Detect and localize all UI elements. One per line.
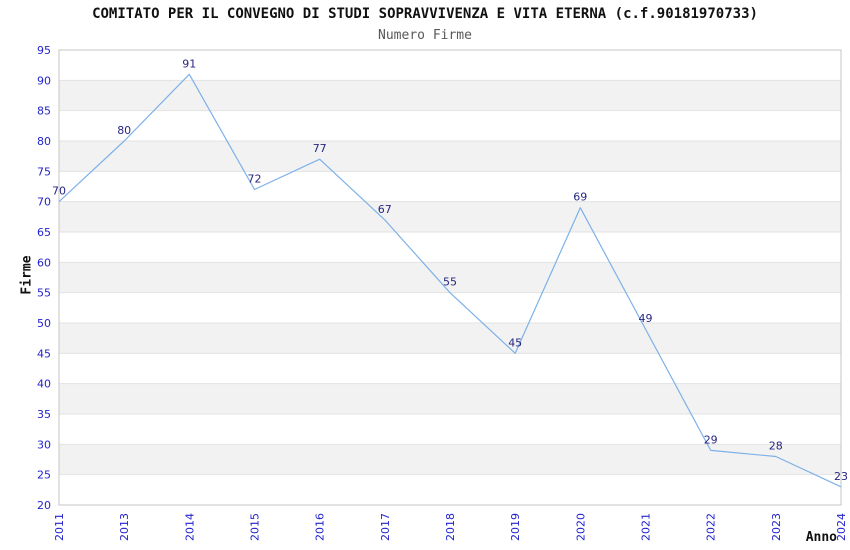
y-tick-label: 50 [37,317,51,330]
x-tick-labels: 2011 2013 2014 2015 2016 2017 2018 2019 2020 2021… [53,513,848,541]
point-value-labels: 70 80 91 72 77 67 55 45 69 49 29 28 23 [52,57,848,483]
point-value-label: 23 [834,470,848,483]
x-tick-label: 2015 [249,513,262,541]
data-series-line [58,73,842,488]
point-value-label: 45 [508,336,522,349]
y-tick-label: 80 [37,135,51,148]
chart-subtitle: Numero Firme [378,28,472,43]
point-value-label: 77 [313,142,327,155]
band [59,444,841,475]
x-tick-label: 2016 [314,513,327,541]
y-tick-label: 35 [37,408,51,421]
y-tick-label: 45 [37,347,51,360]
plot-border-rect [58,49,842,506]
point-value-label: 80 [117,124,131,137]
point-value-label: 69 [573,191,587,204]
x-tick-label: 2021 [640,513,653,541]
band [59,80,841,111]
band [59,141,841,172]
point-value-label: 91 [182,57,196,70]
y-tick-label: 30 [37,438,51,451]
y-tick-label: 75 [37,165,51,178]
y-tick-labels: 20 25 30 35 40 45 50 55 60 65 70 75 80 85 90 95 [37,44,51,512]
plot-border [58,49,842,506]
x-tick-label: 2011 [53,513,66,541]
x-tick-label: 2024 [835,513,848,541]
point-value-label: 49 [639,312,653,325]
y-tick-label: 40 [37,378,51,391]
series-numero-firme [58,73,842,488]
band [59,201,841,232]
x-tick-label: 2013 [118,513,131,541]
x-tick-label: 2023 [770,513,783,541]
point-value-label: 70 [52,185,66,198]
y-tick-label: 20 [37,499,51,512]
point-value-label: 67 [378,203,392,216]
y-tick-label: 55 [37,287,51,300]
point-value-label: 55 [443,276,457,289]
y-tick-label: 85 [37,105,51,118]
x-tick-label: 2022 [705,513,718,541]
horizontal-gridlines [59,79,841,476]
x-tick-label: 2018 [444,513,457,541]
y-tick-label: 90 [37,74,51,87]
y-tick-label: 65 [37,226,51,239]
x-tick-label: 2020 [574,513,587,541]
x-tick-label: 2014 [183,513,196,541]
point-value-label: 72 [248,173,262,186]
band [59,383,841,414]
gridline-bands [59,80,841,475]
y-tick-label: 70 [37,196,51,209]
band [59,323,841,354]
y-tick-label: 60 [37,256,51,269]
x-tick-label: 2019 [509,513,522,541]
x-axis-label: Anno [805,530,837,545]
y-tick-label: 25 [37,469,51,482]
y-tick-label: 95 [37,44,51,57]
chart-title: COMITATO PER IL CONVEGNO DI STUDI SOPRAV… [92,6,758,22]
band [59,262,841,293]
point-value-label: 29 [704,433,718,446]
x-tick-label: 2017 [379,513,392,541]
point-value-label: 28 [769,440,783,453]
